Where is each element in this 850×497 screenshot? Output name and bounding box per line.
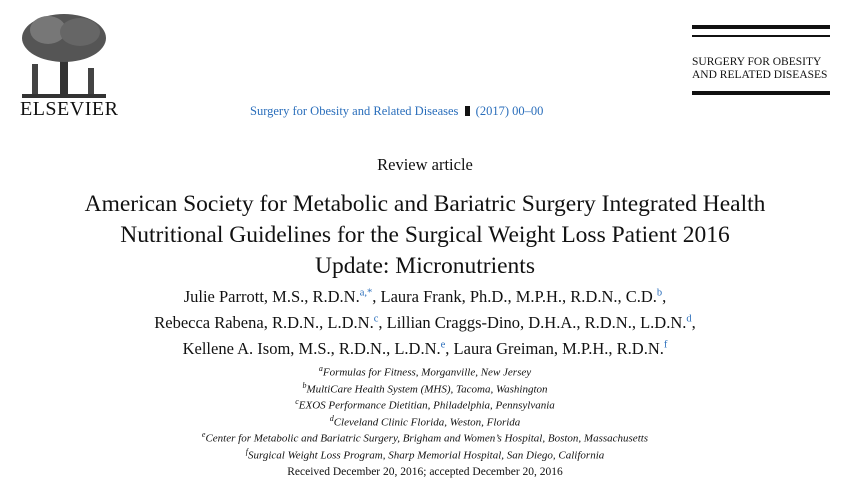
- author-affiliation-mark: b: [656, 287, 663, 299]
- affiliation-mark: e: [201, 430, 206, 439]
- author-name: Lillian Craggs-Dino, D.H.A., R.D.N., L.D…: [386, 313, 687, 332]
- affiliation: aFormulas for Fitness, Morganville, New …: [0, 364, 850, 379]
- journal-box: SURGERY FOR OBESITY AND RELATED DISEASES: [692, 56, 827, 82]
- affiliation: dCleveland Clinic Florida, Weston, Flori…: [0, 414, 850, 429]
- journal-issue: (2017) 00–00: [475, 104, 544, 118]
- affiliation-text: Center for Metabolic and Bariatric Surge…: [205, 432, 649, 445]
- affiliation-mark: a: [318, 364, 323, 373]
- author-affiliation-mark: a,*: [359, 287, 373, 299]
- author-separator: ,: [445, 339, 450, 358]
- affiliation: bMultiCare Health System (MHS), Tacoma, …: [0, 381, 850, 396]
- publisher-name: ELSEVIER: [20, 98, 119, 120]
- journal-name: Surgery for Obesity and Related Diseases: [250, 104, 459, 118]
- title-line: American Society for Metabolic and Baria…: [84, 191, 766, 217]
- affiliation-mark: f: [245, 446, 248, 456]
- affiliation-text: Cleveland Clinic Florida, Weston, Florid…: [333, 416, 521, 429]
- affiliation-text: Formulas for Fitness, Morganville, New J…: [322, 366, 532, 379]
- author-name: Kellene A. Isom, M.S., R.D.N., L.D.N.: [182, 339, 441, 358]
- title-line: Update: Micronutrients: [315, 253, 535, 279]
- affiliation: fSurgical Weight Loss Program, Sharp Mem…: [0, 447, 850, 462]
- author-name: Rebecca Rabena, R.D.N., L.D.N.: [154, 313, 374, 332]
- affiliation-text: EXOS Performance Dietitian, Philadelphia…: [298, 399, 555, 412]
- publisher-logo: [22, 14, 106, 98]
- affiliation-text: MultiCare Health System (MHS), Tacoma, W…: [306, 383, 548, 396]
- received-dates: Received December 20, 2016; accepted Dec…: [287, 466, 563, 478]
- affiliation-text: Surgical Weight Loss Program, Sharp Memo…: [247, 449, 605, 462]
- author-affiliation-mark: e: [440, 339, 446, 351]
- author-separator: ,: [691, 313, 696, 332]
- author-line: Kellene A. Isom, M.S., R.D.N., L.D.N.e, …: [0, 339, 850, 359]
- affiliation-mark: c: [295, 397, 299, 406]
- author-name: Laura Frank, Ph.D., M.P.H., R.D.N., C.D.: [380, 287, 657, 306]
- author-affiliation-mark: d: [686, 313, 692, 325]
- author-separator: ,: [372, 287, 377, 306]
- author-line: Julie Parrott, M.S., R.D.N.a,*, Laura Fr…: [0, 287, 850, 307]
- title-line: Nutritional Guidelines for the Surgical …: [120, 222, 730, 248]
- affiliation: cEXOS Performance Dietitian, Philadelphi…: [0, 397, 850, 412]
- journal-box-line: AND RELATED DISEASES: [692, 69, 828, 81]
- affiliation-mark: d: [329, 413, 334, 423]
- article-type: Review article: [377, 155, 473, 174]
- author-name: Laura Greiman, M.P.H., R.D.N.: [453, 339, 664, 358]
- author-name: Julie Parrott, M.S., R.D.N.: [183, 287, 360, 306]
- journal-citation: Surgery for Obesity and Related Diseases…: [250, 104, 543, 119]
- journal-box-line: SURGERY FOR OBESITY: [692, 56, 822, 68]
- affiliation: eCenter for Metabolic and Bariatric Surg…: [0, 430, 850, 445]
- affiliation-mark: b: [302, 380, 307, 390]
- author-line: Rebecca Rabena, R.D.N., L.D.N.c, Lillian…: [0, 313, 850, 333]
- author-affiliation-mark: f: [663, 339, 668, 351]
- author-separator: ,: [662, 287, 667, 306]
- author-separator: ,: [378, 313, 383, 332]
- author-affiliation-mark: c: [373, 313, 379, 325]
